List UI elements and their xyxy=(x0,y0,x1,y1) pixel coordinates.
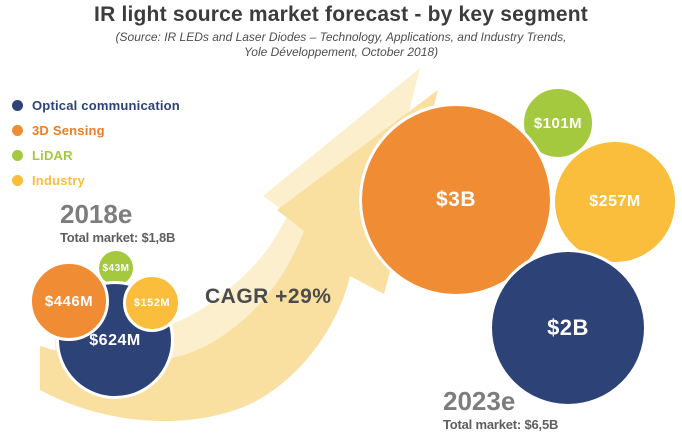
bubble-2023-optical-communication: $2B xyxy=(489,249,647,407)
legend-label: 3D Sensing xyxy=(32,122,105,138)
legend-item-optical-communication: Optical communication xyxy=(12,97,180,113)
group-caption-2018: 2018e Total market: $1,8B xyxy=(60,201,175,245)
bubble-value: $43M xyxy=(102,262,130,274)
total-market-2018: Total market: $1,8B xyxy=(60,230,176,245)
bubble-2018-3d-sensing: $446M xyxy=(29,261,109,341)
growth-arrow-highlight xyxy=(55,68,420,399)
bubble-value: $2B xyxy=(547,315,589,340)
group-caption-2023: 2023e Total market: $6,5B xyxy=(443,388,558,432)
total-market-2023: Total market: $6,5B xyxy=(443,417,559,432)
legend: Optical communication 3D Sensing LiDAR I… xyxy=(12,97,180,197)
legend-item-3d-sensing: 3D Sensing xyxy=(12,122,180,138)
legend-item-lidar: LiDAR xyxy=(12,147,180,163)
bubble-2023-industry: $257M xyxy=(552,139,678,265)
legend-dot-icon xyxy=(12,124,23,136)
year-label-2023: 2023e xyxy=(443,386,516,416)
legend-item-industry: Industry xyxy=(12,172,180,188)
bubble-value: $257M xyxy=(589,193,641,210)
legend-label: Industry xyxy=(32,172,85,188)
bubble-value: $101M xyxy=(533,114,583,132)
legend-dot-icon xyxy=(12,149,23,161)
chart-source-line1: (Source: IR LEDs and Laser Diodes – Tech… xyxy=(115,30,567,44)
chart-source-line2: Yole Développement, October 2018) xyxy=(243,45,439,59)
bubble-value: $446M xyxy=(44,292,94,310)
cagr-annotation: CAGR +29% xyxy=(205,285,332,308)
bubble-2018-industry: $152M xyxy=(123,274,181,332)
legend-dot-icon xyxy=(12,99,23,111)
chart-source: (Source: IR LEDs and Laser Diodes – Tech… xyxy=(0,30,682,60)
bubble-value: $624M xyxy=(89,332,141,349)
page-title: IR light source market forecast - by key… xyxy=(94,3,588,26)
legend-label: Optical communication xyxy=(32,97,180,113)
bubble-value: $3B xyxy=(435,188,477,211)
bubble-value: $152M xyxy=(133,297,171,309)
legend-label: LiDAR xyxy=(32,147,73,163)
year-label-2018: 2018e xyxy=(60,199,133,229)
growth-arrow-body xyxy=(40,90,438,422)
legend-dot-icon xyxy=(12,174,23,186)
